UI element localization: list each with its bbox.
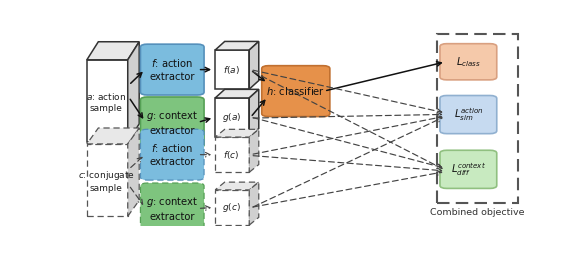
Polygon shape bbox=[249, 182, 259, 225]
Polygon shape bbox=[87, 42, 139, 60]
Polygon shape bbox=[87, 60, 128, 142]
Text: $L_{sim}^{action}$: $L_{sim}^{action}$ bbox=[454, 106, 483, 123]
Polygon shape bbox=[215, 89, 259, 98]
Text: $\it{f}$: action
extractor: $\it{f}$: action extractor bbox=[149, 57, 195, 82]
Polygon shape bbox=[128, 128, 139, 216]
FancyBboxPatch shape bbox=[141, 44, 204, 95]
Text: $\it{c}$: conjugate
sample: $\it{c}$: conjugate sample bbox=[77, 169, 135, 193]
Polygon shape bbox=[215, 98, 249, 137]
Polygon shape bbox=[215, 50, 249, 89]
FancyBboxPatch shape bbox=[440, 44, 497, 80]
FancyBboxPatch shape bbox=[141, 97, 204, 148]
Polygon shape bbox=[87, 128, 139, 144]
Polygon shape bbox=[215, 190, 249, 225]
Polygon shape bbox=[128, 42, 139, 142]
Text: $L_{diff}^{context}$: $L_{diff}^{context}$ bbox=[451, 161, 486, 178]
Text: $\it{h}$: classifier: $\it{h}$: classifier bbox=[266, 85, 325, 97]
Polygon shape bbox=[215, 129, 259, 137]
FancyBboxPatch shape bbox=[440, 150, 497, 188]
Polygon shape bbox=[249, 129, 259, 172]
Text: $g(\it{a})$: $g(\it{a})$ bbox=[222, 112, 241, 124]
Polygon shape bbox=[249, 41, 259, 89]
Text: $g(\it{c})$: $g(\it{c})$ bbox=[222, 201, 241, 214]
Text: $L_{class}$: $L_{class}$ bbox=[456, 55, 481, 69]
Polygon shape bbox=[87, 144, 128, 216]
FancyBboxPatch shape bbox=[141, 183, 204, 234]
Text: $\it{a}$: action
sample: $\it{a}$: action sample bbox=[86, 91, 127, 113]
FancyBboxPatch shape bbox=[440, 96, 497, 134]
Text: $\it{g}$: context
extractor: $\it{g}$: context extractor bbox=[146, 195, 199, 222]
Polygon shape bbox=[249, 89, 259, 137]
Polygon shape bbox=[215, 182, 259, 190]
Text: $\it{g}$: context
extractor: $\it{g}$: context extractor bbox=[146, 109, 199, 136]
Text: $f(\it{c})$: $f(\it{c})$ bbox=[223, 149, 240, 161]
Text: Combined objective: Combined objective bbox=[430, 208, 524, 217]
Text: $\it{f}$: action
extractor: $\it{f}$: action extractor bbox=[149, 142, 195, 167]
Text: $f(\it{a})$: $f(\it{a})$ bbox=[223, 64, 240, 76]
FancyBboxPatch shape bbox=[262, 66, 330, 117]
Polygon shape bbox=[215, 137, 249, 172]
Polygon shape bbox=[215, 41, 259, 50]
FancyBboxPatch shape bbox=[141, 129, 204, 180]
